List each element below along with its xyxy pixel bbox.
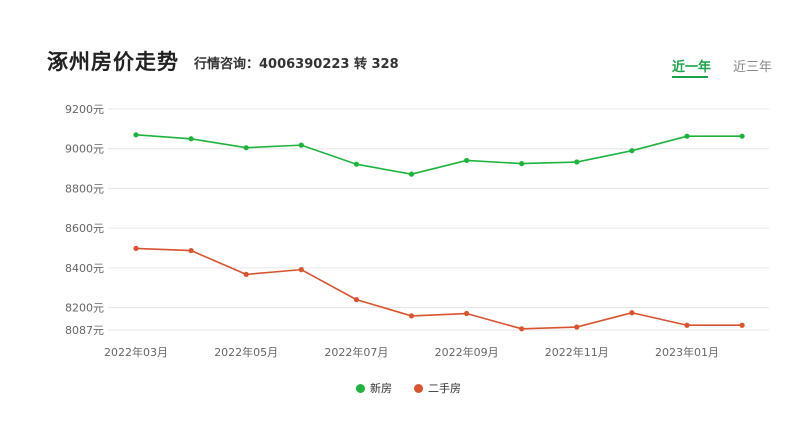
x-tick-label: 2022年07月 <box>324 345 388 359</box>
data-point-new[interactable] <box>739 133 745 139</box>
tab-three-years[interactable]: 近三年 <box>733 60 773 75</box>
tab-one-year[interactable]: 近一年 <box>672 60 712 75</box>
legend-item-second[interactable]: 二手房 <box>414 380 461 396</box>
data-point-new[interactable] <box>464 157 470 164</box>
data-point-new[interactable] <box>574 159 580 165</box>
x-tick-label: 2022年03月 <box>104 345 168 359</box>
data-point-second[interactable] <box>684 322 690 328</box>
hotline-text: 行情咨询：4006390223 转 328 <box>194 57 399 72</box>
series-line-second <box>135 247 743 330</box>
active-tab-indicator <box>672 76 708 78</box>
y-tick-label: 8087元 <box>65 324 104 337</box>
series-line-new <box>135 134 743 175</box>
data-point-second[interactable] <box>243 271 249 278</box>
data-point-new[interactable] <box>188 136 194 142</box>
chart-header: 涿州房价走势 行情咨询：4006390223 转 328 近一年 近三年 <box>0 0 800 100</box>
data-point-new[interactable] <box>684 133 690 139</box>
data-point-second[interactable] <box>739 322 745 328</box>
y-tick-label: 8400元 <box>65 262 104 275</box>
series-points <box>133 132 745 332</box>
data-point-second[interactable] <box>519 326 525 332</box>
legend-dot-new <box>356 383 365 393</box>
series-lines <box>135 134 743 330</box>
data-point-second[interactable] <box>298 267 304 273</box>
data-point-second[interactable] <box>629 310 635 316</box>
data-point-second[interactable] <box>408 313 415 319</box>
y-tick-label: 9200元 <box>65 103 104 116</box>
x-tick-label: 2022年11月 <box>545 345 609 359</box>
legend-item-new[interactable]: 新房 <box>356 380 392 396</box>
data-point-new[interactable] <box>353 161 359 167</box>
legend-label-second: 二手房 <box>428 382 461 395</box>
y-tick-label: 9000元 <box>65 143 104 156</box>
y-tick-label: 8600元 <box>65 222 104 235</box>
grid-lines <box>108 108 769 331</box>
x-tick-label: 2022年09月 <box>435 345 499 359</box>
data-point-new[interactable] <box>298 142 304 148</box>
data-point-new[interactable] <box>408 171 415 177</box>
chart-legend: 新房 二手房 <box>0 380 800 400</box>
page-title: 涿州房价走势 <box>47 50 179 74</box>
data-point-new[interactable] <box>133 132 139 138</box>
x-axis-ticks: 2022年03月 2022年05月 2022年07月 2022年09月 2022年11月… <box>104 345 719 359</box>
data-point-new[interactable] <box>243 145 249 151</box>
data-point-second[interactable] <box>353 297 359 303</box>
y-tick-label: 8800元 <box>65 182 104 195</box>
data-point-new[interactable] <box>519 161 525 167</box>
data-point-new[interactable] <box>629 148 635 154</box>
data-point-second[interactable] <box>133 245 139 251</box>
x-tick-label: 2023年01月 <box>655 345 719 359</box>
data-point-second[interactable] <box>188 247 194 254</box>
x-tick-label: 2022年05月 <box>214 345 278 359</box>
data-point-second[interactable] <box>574 324 580 330</box>
legend-label-new: 新房 <box>370 382 392 395</box>
legend-dot-second <box>414 383 423 393</box>
data-point-second[interactable] <box>464 310 470 317</box>
y-tick-label: 8200元 <box>65 302 104 315</box>
y-axis-ticks: 9200元 9000元 8800元 8600元 8400元 8200元 8087元 <box>65 103 104 337</box>
